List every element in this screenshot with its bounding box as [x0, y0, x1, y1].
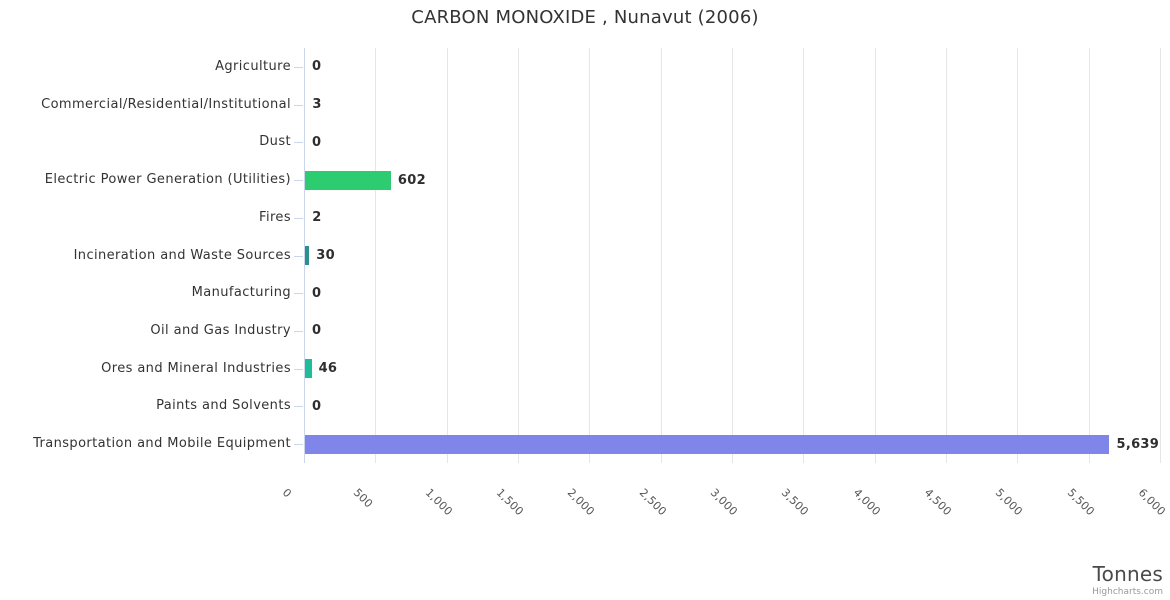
bar[interactable]: [305, 246, 310, 265]
category-axis-line: [304, 48, 305, 463]
category-tick: [294, 406, 303, 407]
x-tick-label: 6,000: [1135, 486, 1168, 519]
gridline: [732, 48, 733, 463]
category-label: Ores and Mineral Industries: [101, 360, 291, 376]
gridline: [446, 48, 448, 463]
bar[interactable]: [305, 434, 1110, 454]
x-tick-label: 5,500: [1064, 486, 1097, 519]
x-tick-label: 0: [279, 486, 295, 501]
value-label: 46: [318, 361, 338, 377]
value-label: 0: [312, 323, 322, 339]
category-label: Paints and Solvents: [156, 398, 291, 414]
value-label: 602: [397, 172, 426, 188]
x-axis-title: Tonnes: [1092, 562, 1163, 586]
x-tick-label: 1,500: [493, 486, 526, 519]
category-label: Commercial/Residential/Institutional: [41, 96, 291, 112]
category-label: Fires: [259, 209, 291, 225]
x-tick-label: 5,000: [993, 486, 1026, 519]
category-label: Oil and Gas Industry: [150, 322, 291, 338]
x-tick-label: 500: [351, 486, 376, 511]
gridline: [660, 48, 662, 463]
category-tick: [294, 331, 303, 332]
gridline: [946, 48, 947, 463]
bar[interactable]: [305, 170, 391, 190]
category-tick: [294, 369, 303, 370]
gridline: [1160, 48, 1161, 463]
value-label: 30: [316, 248, 335, 263]
gridline: [589, 48, 591, 463]
category-label: Electric Power Generation (Utilities): [44, 172, 291, 188]
category-tick: [294, 67, 303, 68]
category-label: Incineration and Waste Sources: [73, 247, 291, 263]
value-label: 3: [312, 97, 322, 113]
category-label: Transportation and Mobile Equipment: [33, 436, 291, 452]
category-tick: [294, 444, 303, 445]
gridline: [874, 48, 876, 463]
highcharts-credit-link[interactable]: Highcharts.com: [1092, 587, 1163, 597]
x-tick-label: 3,500: [779, 486, 812, 519]
category-label: Manufacturing: [191, 285, 291, 301]
value-label: 5,639: [1116, 436, 1160, 452]
gridline: [375, 48, 377, 463]
category-tick: [294, 142, 303, 143]
gridline: [1017, 48, 1019, 463]
gridline: [1088, 48, 1090, 463]
gridline: [518, 48, 519, 463]
category-tick: [294, 105, 303, 106]
value-label: 0: [312, 285, 322, 301]
category-label: Dust: [259, 134, 291, 150]
category-tick: [294, 256, 303, 257]
value-label: 0: [312, 134, 322, 150]
category-tick: [294, 218, 303, 219]
category-tick: [294, 180, 303, 181]
x-tick-label: 4,000: [850, 486, 883, 519]
x-tick-label: 2,000: [565, 486, 598, 519]
category-tick: [294, 293, 303, 294]
x-tick-label: 2,500: [636, 486, 669, 519]
gridline: [803, 48, 805, 463]
value-label: 0: [312, 398, 322, 414]
x-tick-label: 3,000: [707, 486, 740, 519]
x-tick-label: 4,500: [921, 486, 954, 519]
category-label: Agriculture: [215, 58, 291, 74]
bar[interactable]: [305, 359, 312, 379]
value-label: 0: [312, 59, 322, 75]
chart-title: CARBON MONOXIDE , Nunavut (2006): [411, 7, 759, 28]
value-label: 2: [312, 210, 322, 226]
x-tick-label: 1,000: [422, 486, 455, 519]
